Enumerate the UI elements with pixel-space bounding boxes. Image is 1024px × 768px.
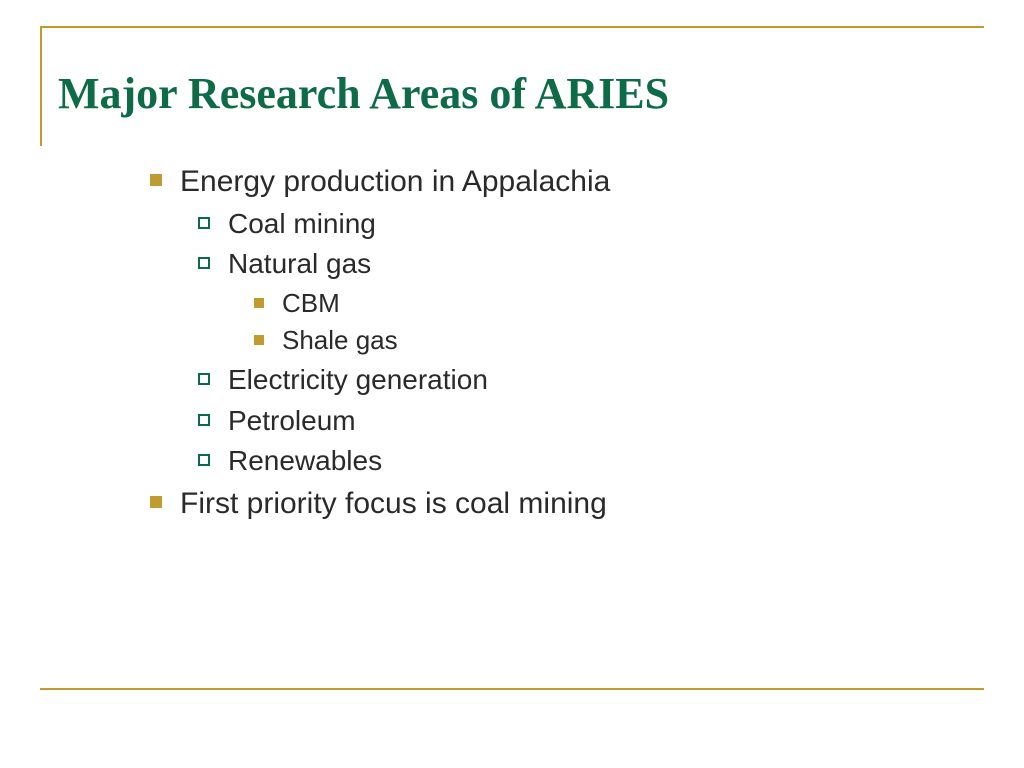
slide-body: Energy production in Appalachia Coal min… xyxy=(150,160,964,525)
list-item: Renewables xyxy=(198,441,964,482)
square-bullet-icon xyxy=(254,335,264,345)
list-item-label: Coal mining xyxy=(228,204,376,245)
list-item: Coal mining xyxy=(198,204,964,245)
list-item-label: Electricity generation xyxy=(228,360,488,401)
square-bullet-icon xyxy=(150,174,162,186)
list-item-label: Shale gas xyxy=(282,322,398,360)
list-item-label: First priority focus is coal mining xyxy=(180,482,607,526)
frame-top-line xyxy=(40,26,984,28)
list-item-label: Renewables xyxy=(228,441,382,482)
list-item-label: Petroleum xyxy=(228,401,356,442)
list-item: Natural gas xyxy=(198,244,964,285)
list-item: Electricity generation xyxy=(198,360,964,401)
list-item: Shale gas xyxy=(254,322,964,360)
frame-left-tick xyxy=(40,26,42,146)
list-item: CBM xyxy=(254,285,964,323)
square-bullet-icon xyxy=(254,298,264,308)
frame-bottom-line xyxy=(40,688,984,690)
list-item-label: Natural gas xyxy=(228,244,371,285)
square-bullet-icon xyxy=(150,496,162,508)
hollow-square-bullet-icon xyxy=(198,414,210,426)
slide-title: Major Research Areas of ARIES xyxy=(58,68,669,119)
hollow-square-bullet-icon xyxy=(198,454,210,466)
hollow-square-bullet-icon xyxy=(198,257,210,269)
list-item-label: CBM xyxy=(282,285,340,323)
list-item: Energy production in Appalachia xyxy=(150,160,964,204)
list-item-label: Energy production in Appalachia xyxy=(180,160,610,204)
hollow-square-bullet-icon xyxy=(198,373,210,385)
list-item: First priority focus is coal mining xyxy=(150,482,964,526)
list-item: Petroleum xyxy=(198,401,964,442)
hollow-square-bullet-icon xyxy=(198,217,210,229)
